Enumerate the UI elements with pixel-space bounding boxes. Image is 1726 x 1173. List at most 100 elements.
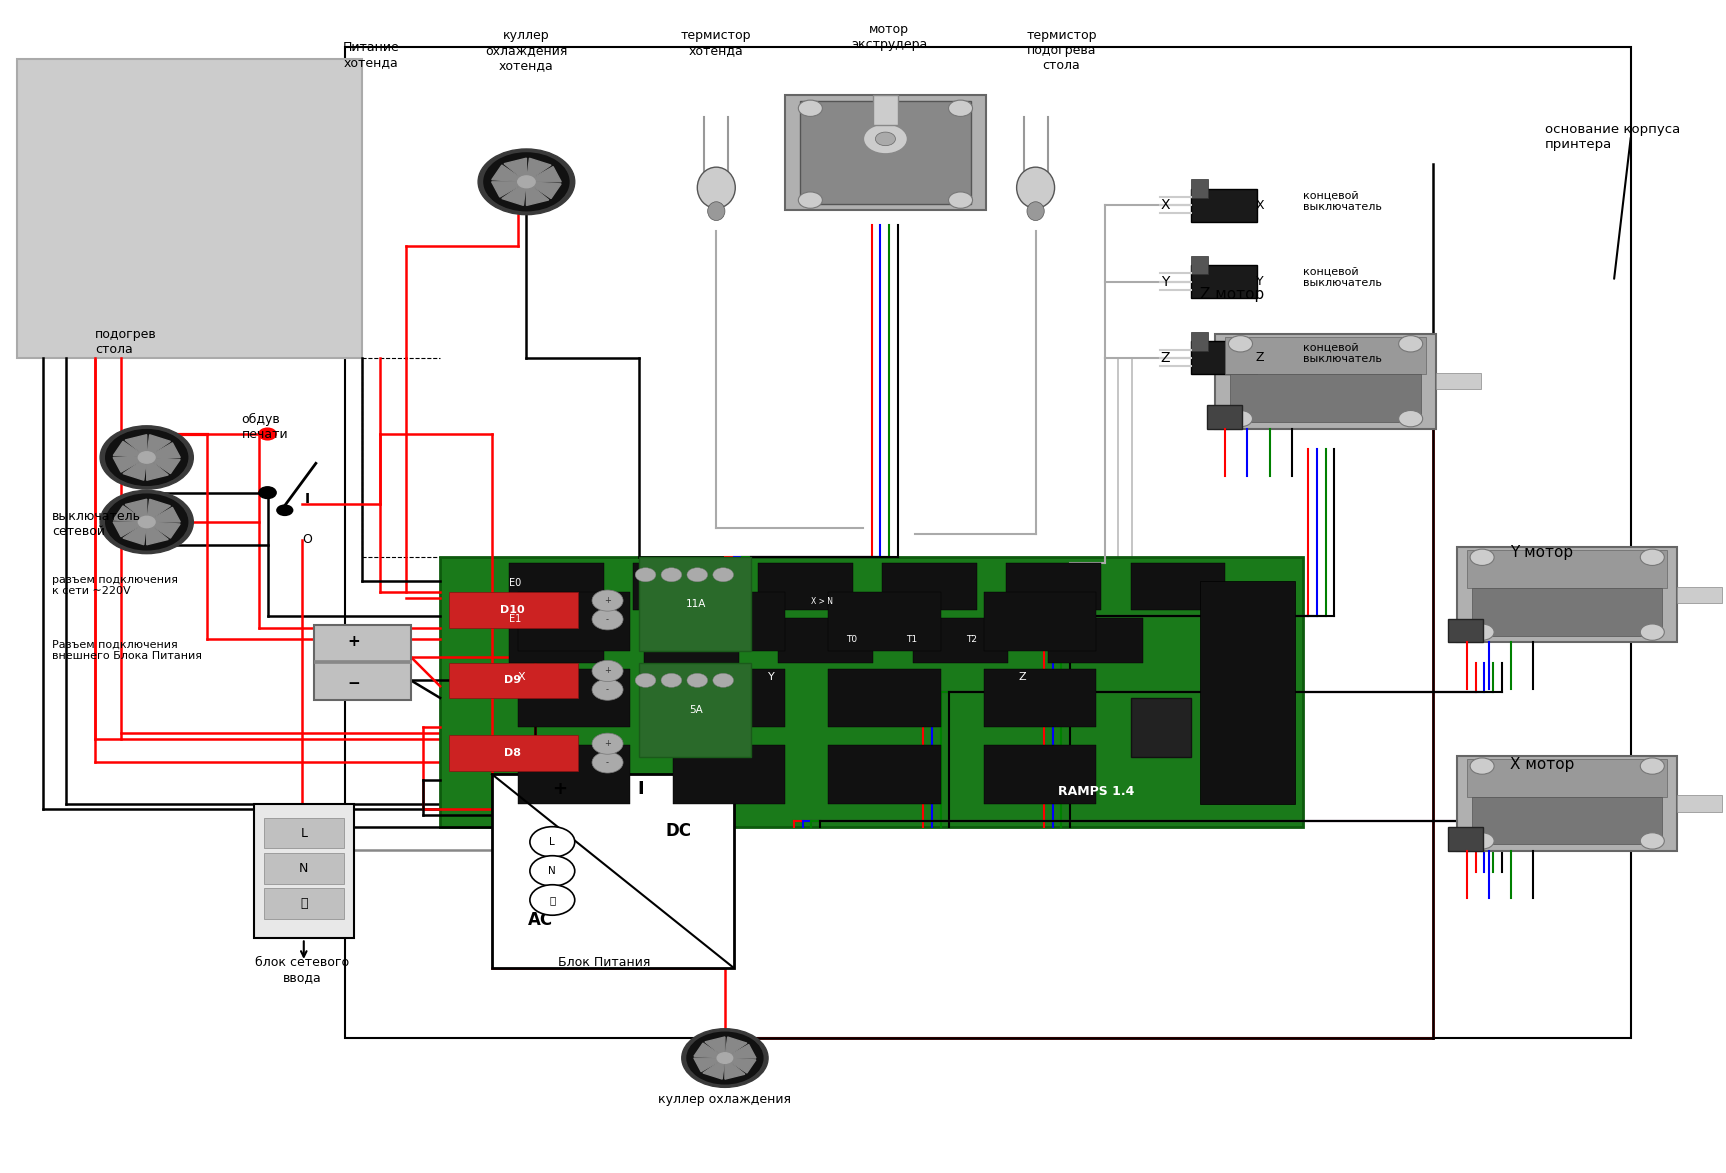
Text: обдув
печати: обдув печати bbox=[242, 413, 288, 441]
Bar bbox=[1215, 333, 1436, 429]
Ellipse shape bbox=[1027, 202, 1044, 221]
Polygon shape bbox=[725, 1044, 756, 1058]
Bar bbox=[984, 592, 1096, 651]
Circle shape bbox=[592, 609, 623, 630]
Circle shape bbox=[100, 490, 193, 554]
Text: D8: D8 bbox=[504, 748, 521, 758]
Polygon shape bbox=[147, 522, 167, 544]
Bar bbox=[1191, 179, 1208, 198]
Polygon shape bbox=[526, 182, 561, 198]
Polygon shape bbox=[126, 500, 147, 522]
Bar bbox=[1472, 796, 1662, 845]
Bar bbox=[1191, 189, 1257, 222]
Polygon shape bbox=[492, 182, 526, 197]
Circle shape bbox=[1398, 335, 1422, 352]
Circle shape bbox=[1471, 624, 1495, 640]
Text: O: O bbox=[302, 533, 312, 547]
Text: Y: Y bbox=[1162, 274, 1169, 289]
Bar bbox=[1191, 265, 1257, 298]
Text: X > N: X > N bbox=[811, 597, 834, 606]
Text: T0: T0 bbox=[846, 635, 856, 644]
Polygon shape bbox=[147, 508, 180, 522]
Bar bbox=[264, 818, 343, 848]
Polygon shape bbox=[114, 457, 147, 472]
Bar bbox=[314, 660, 411, 663]
Circle shape bbox=[635, 673, 656, 687]
Circle shape bbox=[530, 856, 575, 887]
Text: концевой
выключатель: концевой выключатель bbox=[1303, 343, 1383, 364]
Text: 5A: 5A bbox=[689, 705, 702, 714]
Circle shape bbox=[530, 827, 575, 857]
Circle shape bbox=[687, 1032, 763, 1084]
Text: +: + bbox=[604, 666, 611, 676]
Circle shape bbox=[713, 673, 734, 687]
Text: Разъем подключения
внешнего Блока Питания: Разъем подключения внешнего Блока Питани… bbox=[52, 639, 202, 660]
Text: концевой
выключатель: концевой выключатель bbox=[1303, 266, 1383, 287]
Circle shape bbox=[1471, 833, 1495, 849]
Ellipse shape bbox=[708, 202, 725, 221]
Bar bbox=[1457, 547, 1678, 643]
Polygon shape bbox=[702, 1058, 725, 1079]
Bar bbox=[758, 563, 853, 610]
Text: куллер охлаждения: куллер охлаждения bbox=[658, 1093, 792, 1106]
Text: -: - bbox=[606, 758, 609, 767]
Circle shape bbox=[138, 516, 155, 528]
Text: Питание
хотенда: Питание хотенда bbox=[343, 41, 399, 69]
Bar bbox=[1191, 341, 1257, 374]
Text: I: I bbox=[637, 780, 644, 798]
Polygon shape bbox=[147, 443, 180, 457]
Text: X: X bbox=[518, 672, 525, 683]
Bar bbox=[1457, 755, 1678, 852]
Circle shape bbox=[592, 660, 623, 682]
Text: выключатель
сетевой: выключатель сетевой bbox=[52, 510, 142, 538]
Bar bbox=[449, 663, 578, 698]
Circle shape bbox=[713, 568, 734, 582]
Text: I: I bbox=[306, 491, 309, 506]
Text: подогрев
стола: подогрев стола bbox=[95, 328, 157, 357]
Circle shape bbox=[682, 1029, 768, 1087]
Bar bbox=[1436, 373, 1481, 389]
Circle shape bbox=[592, 679, 623, 700]
Circle shape bbox=[1640, 758, 1664, 774]
Circle shape bbox=[875, 133, 896, 145]
Polygon shape bbox=[126, 435, 147, 457]
Ellipse shape bbox=[1017, 168, 1055, 209]
Text: N: N bbox=[549, 866, 556, 876]
Polygon shape bbox=[147, 500, 171, 522]
Bar bbox=[1206, 405, 1241, 429]
Polygon shape bbox=[526, 158, 551, 182]
Text: термистор
подогрева
стола: термистор подогрева стола bbox=[1027, 29, 1096, 73]
Bar bbox=[518, 592, 630, 651]
Circle shape bbox=[863, 124, 908, 154]
Text: +: + bbox=[604, 596, 611, 605]
Polygon shape bbox=[725, 1058, 746, 1079]
Polygon shape bbox=[114, 522, 147, 536]
Circle shape bbox=[949, 100, 972, 116]
Bar bbox=[1467, 550, 1667, 588]
Circle shape bbox=[1471, 758, 1495, 774]
Bar bbox=[639, 663, 751, 757]
Bar bbox=[518, 745, 630, 804]
Bar bbox=[509, 618, 604, 663]
Circle shape bbox=[1640, 549, 1664, 565]
Polygon shape bbox=[504, 158, 526, 182]
Bar bbox=[1231, 374, 1420, 422]
Polygon shape bbox=[147, 522, 180, 538]
Polygon shape bbox=[725, 1037, 747, 1058]
Circle shape bbox=[530, 884, 575, 915]
Polygon shape bbox=[704, 1037, 725, 1058]
Bar bbox=[828, 592, 941, 651]
Circle shape bbox=[1471, 549, 1495, 565]
Bar bbox=[1448, 618, 1484, 643]
Bar bbox=[1191, 332, 1208, 351]
Bar bbox=[254, 804, 354, 938]
Circle shape bbox=[716, 1053, 732, 1063]
Polygon shape bbox=[725, 1058, 756, 1073]
Text: -: - bbox=[606, 615, 609, 624]
Text: +: + bbox=[347, 635, 361, 649]
Text: мотор
экструдера: мотор экструдера bbox=[851, 23, 927, 52]
Polygon shape bbox=[114, 441, 147, 457]
Bar bbox=[984, 745, 1096, 804]
Text: куллер
охлаждения
хотенда: куллер охлаждения хотенда bbox=[485, 29, 568, 73]
Polygon shape bbox=[526, 167, 561, 182]
